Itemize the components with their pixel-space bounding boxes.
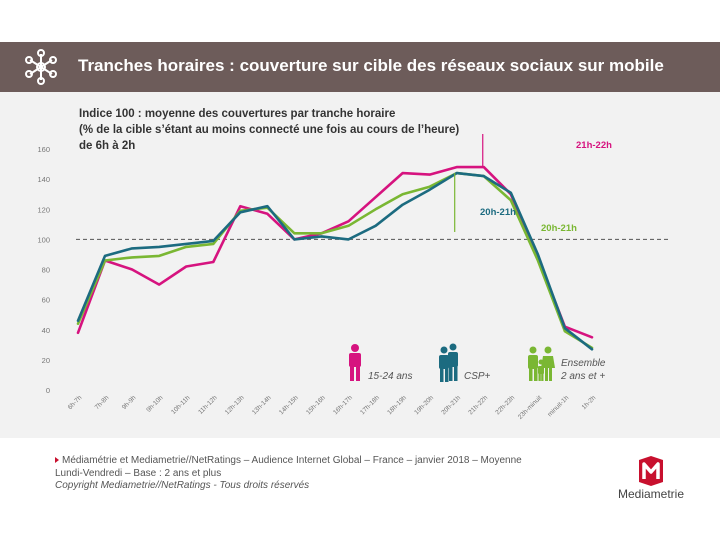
y-tick-label: 100	[37, 235, 50, 244]
chart-subtitle: Indice 100 : moyenne des couvertures par…	[79, 106, 549, 154]
y-tick-label: 20	[42, 356, 50, 365]
x-tick-label: 15h-16h	[305, 394, 327, 416]
x-tick-label: 9h-9h	[121, 394, 138, 411]
x-tick-label: 18h-19h	[386, 394, 408, 416]
y-tick-label: 160	[37, 145, 50, 154]
mediametrie-logo: Mediametrie	[606, 454, 696, 504]
subtitle-line-2: (% de la cible s’étant au moins connecté…	[79, 124, 460, 136]
family-icon	[528, 346, 555, 381]
subtitle-line-1: Indice 100 : moyenne des couvertures par…	[79, 108, 396, 120]
legend-label-ensemble-1: Ensemble	[561, 358, 606, 369]
x-tick-label: 17h-18h	[359, 394, 381, 416]
y-tick-label: 120	[37, 205, 50, 214]
x-tick-label: 10h-11h	[170, 394, 192, 416]
logo-mark-icon	[639, 456, 663, 486]
x-tick-label: 19h-20h	[413, 394, 435, 416]
x-tick-label: 7h-8h	[94, 394, 111, 411]
people-icon	[439, 343, 458, 382]
series-line-0	[76, 165, 594, 339]
x-tick-label: minuit-1h	[546, 394, 570, 418]
y-tick-label: 80	[42, 266, 50, 275]
legend-label-ensemble-2: 2 ans et +	[560, 371, 605, 382]
header-bar: Tranches horaires : couverture sur cible…	[0, 42, 720, 92]
annotation-label-20h-21h-csp: 20h-21h	[480, 207, 516, 218]
x-tick-label: 9h-10h	[145, 394, 165, 414]
x-tick-label: 11h-12h	[197, 394, 219, 416]
person-icon	[349, 344, 361, 381]
footer-source: Médiamétrie et Mediametrie//NetRatings –…	[55, 455, 522, 493]
x-tick-label: 16h-17h	[332, 394, 354, 416]
source-line-1: Médiamétrie et Mediametrie//NetRatings –…	[55, 455, 522, 468]
x-tick-label: 23h-minuit	[517, 394, 544, 421]
x-tick-label: 1h-2h	[581, 394, 598, 411]
y-tick-label: 60	[42, 296, 50, 305]
page-title: Tranches horaires : couverture sur cible…	[78, 56, 664, 75]
x-tick-label: 12h-13h	[224, 394, 246, 416]
y-tick-label: 140	[37, 175, 50, 184]
source-line-2: Lundi-Vendredi – Base : 2 ans et plus	[55, 467, 222, 479]
subtitle-line-3: de 6h à 2h	[79, 140, 136, 152]
annotation-label-21h-22h: 21h-22h	[576, 140, 612, 151]
x-tick-label: 21h-22h	[467, 394, 489, 416]
y-tick-label: 0	[46, 386, 50, 395]
x-tick-label: 22h-23h	[494, 394, 516, 416]
copyright: Copyright Mediametrie//NetRatings - Tous…	[55, 480, 310, 491]
x-tick-label: 20h-21h	[440, 394, 462, 416]
network-icon	[25, 49, 57, 85]
series-line-1	[76, 171, 594, 350]
logo-brand-text: Mediametrie	[617, 487, 685, 501]
x-tick-label: 6h-7h	[67, 394, 84, 411]
series-line-2	[76, 171, 594, 351]
annotation-label-20h-21h-ensemble: 20h-21h	[541, 223, 577, 234]
x-tick-label: 13h-14h	[251, 394, 273, 416]
legend-label-csp: CSP+	[464, 371, 491, 382]
y-tick-label: 40	[42, 326, 50, 335]
x-tick-label: 14h-15h	[278, 394, 300, 416]
legend-label-15-24: 15-24 ans	[368, 371, 412, 382]
